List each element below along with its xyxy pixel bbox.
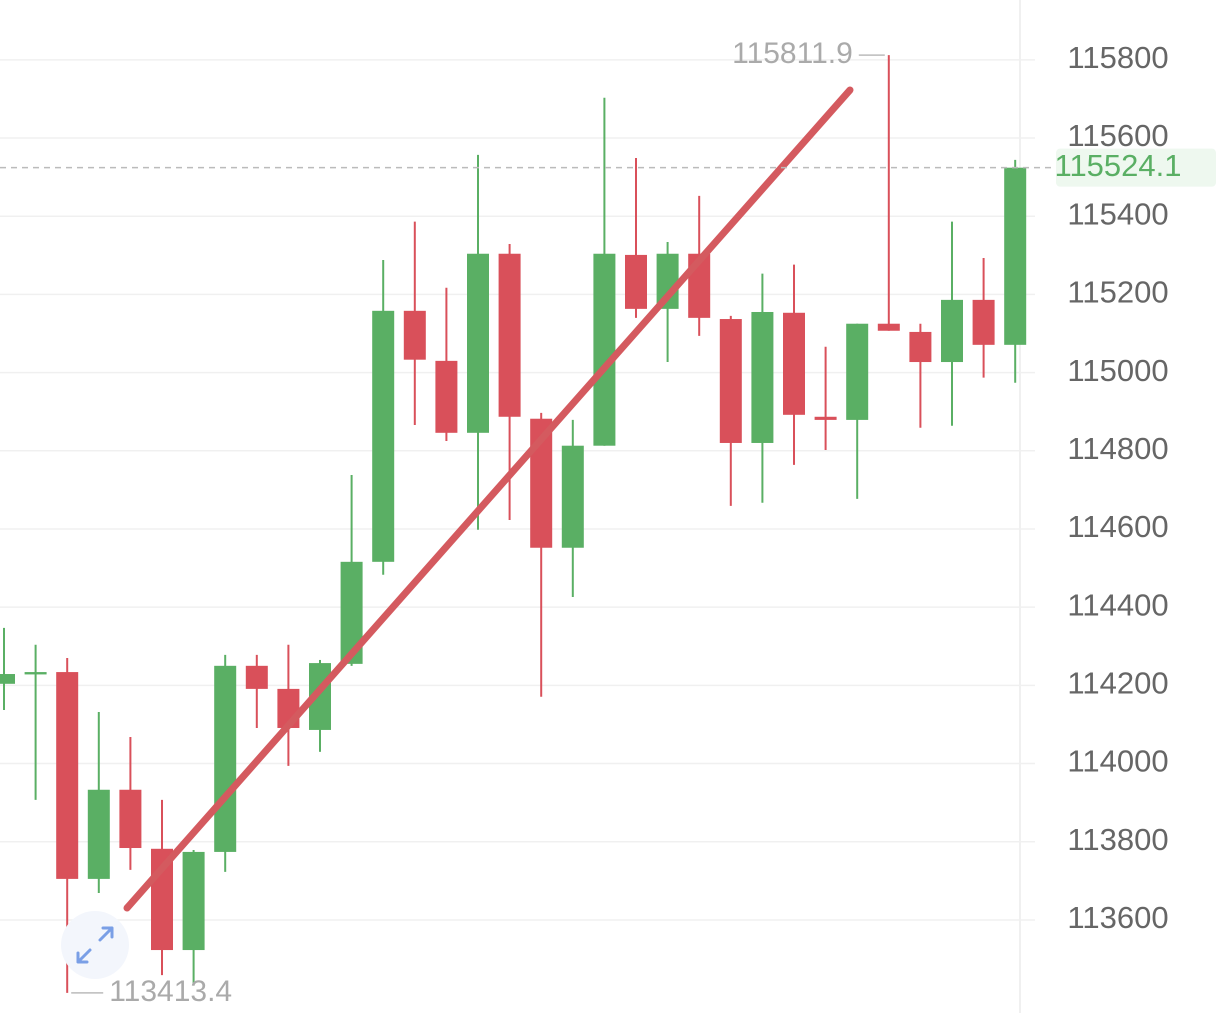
y-tick-label: 113800 (1067, 822, 1168, 857)
y-tick-label: 113600 (1067, 900, 1168, 935)
candle-body (435, 360, 458, 433)
candle-body (498, 253, 521, 417)
y-tick-label: 115200 (1067, 275, 1168, 310)
candle-body (625, 254, 647, 309)
last-price-badge (1056, 148, 1216, 187)
candle-body (846, 323, 869, 420)
y-tick-label: 114400 (1067, 587, 1168, 622)
candle-body (340, 561, 363, 664)
candle-body (119, 789, 142, 849)
candle-body (372, 310, 395, 562)
candle-body (530, 418, 553, 548)
trend-line[interactable] (123, 86, 854, 912)
expand-button[interactable] (61, 911, 129, 979)
candle-body (1004, 167, 1027, 345)
last-price-label: 115524.1 (1055, 148, 1182, 183)
candle-body (24, 672, 47, 675)
candle-body (814, 416, 837, 420)
y-tick-label: 114800 (1067, 431, 1168, 466)
y-tick-label: 115400 (1067, 196, 1168, 231)
y-tick-label: 115000 (1067, 353, 1168, 388)
candle-body (0, 674, 15, 684)
y-tick-label: 115600 (1067, 118, 1168, 153)
candle-body (972, 299, 995, 345)
candle-body (783, 312, 805, 415)
candle-body (182, 851, 205, 951)
candle-body (87, 789, 110, 879)
low-label: 113413.4 (109, 975, 232, 1008)
candle-body (467, 253, 489, 433)
candle-body (909, 331, 932, 363)
y-tick-label: 114200 (1067, 666, 1168, 701)
y-tick-label: 114000 (1067, 744, 1168, 779)
plot (0, 55, 1035, 993)
y-tick-label: 115800 (1067, 40, 1168, 75)
candle-body (877, 323, 900, 331)
candle-body (561, 445, 584, 548)
candle-body (719, 319, 742, 443)
candle-body (403, 310, 426, 360)
candle-body (593, 253, 616, 446)
high-label: 115811.9 (732, 37, 853, 70)
y-tick-label: 114600 (1067, 509, 1168, 544)
candle-body (751, 311, 774, 443)
candle-body (214, 665, 237, 852)
candle-body (56, 672, 79, 879)
candle-body (245, 665, 268, 689)
candle-body (941, 299, 963, 363)
